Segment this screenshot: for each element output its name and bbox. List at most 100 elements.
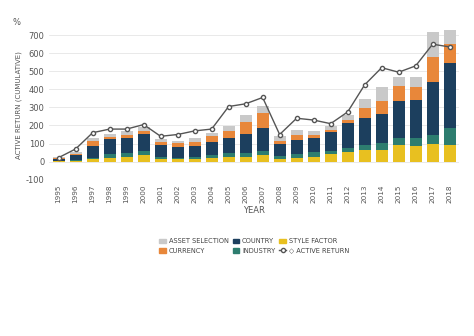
Bar [256, 128, 269, 151]
Bar [358, 108, 371, 118]
Bar [325, 132, 337, 151]
Bar [358, 118, 371, 145]
Bar [120, 131, 133, 135]
Bar [137, 134, 150, 151]
Bar [392, 77, 405, 86]
Bar [222, 131, 235, 138]
Bar [137, 155, 150, 162]
Bar [392, 100, 405, 138]
Bar [308, 157, 320, 162]
Bar [206, 155, 218, 158]
Bar [137, 131, 150, 134]
X-axis label: YEAR: YEAR [243, 206, 265, 215]
Bar [137, 151, 150, 155]
Bar [70, 154, 82, 155]
Bar [291, 158, 303, 162]
Bar [392, 145, 405, 162]
Bar [325, 154, 337, 162]
Bar [87, 141, 99, 146]
Bar [103, 139, 116, 154]
Bar [239, 134, 252, 153]
Bar [70, 152, 82, 154]
Bar [222, 157, 235, 162]
Bar [444, 17, 456, 44]
Bar [103, 134, 116, 137]
Bar [155, 157, 167, 159]
Bar [155, 144, 167, 157]
Bar [358, 145, 371, 150]
Bar [308, 135, 320, 138]
Bar [189, 157, 201, 159]
Bar [222, 153, 235, 157]
Bar [206, 141, 218, 155]
Bar [53, 161, 65, 162]
Bar [427, 32, 439, 57]
Bar [410, 146, 422, 162]
Bar [444, 44, 456, 63]
Bar [172, 147, 184, 158]
Bar [358, 99, 371, 108]
Bar [87, 159, 99, 162]
Bar [273, 141, 286, 144]
Bar [342, 120, 354, 123]
Bar [239, 115, 252, 122]
Bar [70, 160, 82, 161]
Bar [137, 127, 150, 131]
Bar [291, 130, 303, 135]
Bar [375, 87, 388, 100]
Bar [375, 150, 388, 162]
Bar [444, 145, 456, 162]
Bar [53, 158, 65, 159]
Bar [427, 135, 439, 144]
Bar [172, 159, 184, 162]
Bar [392, 138, 405, 145]
Bar [308, 138, 320, 152]
Bar [427, 82, 439, 135]
Bar [444, 63, 456, 128]
Bar [172, 158, 184, 159]
Bar [103, 154, 116, 158]
Bar [189, 138, 201, 141]
Bar [342, 123, 354, 149]
Bar [120, 135, 133, 138]
Bar [103, 137, 116, 139]
Bar [239, 153, 252, 157]
Legend: ASSET SELECTION, CURRENCY, COUNTRY, INDUSTRY, STYLE FACTOR, ◇ ACTIVE RETURN: ASSET SELECTION, CURRENCY, COUNTRY, INDU… [158, 237, 350, 255]
Bar [342, 152, 354, 162]
Bar [410, 87, 422, 100]
Bar [206, 136, 218, 141]
Bar [308, 152, 320, 157]
Bar [273, 144, 286, 156]
Bar [444, 128, 456, 145]
Bar [256, 151, 269, 155]
Bar [189, 141, 201, 145]
Bar [172, 143, 184, 147]
Bar [291, 135, 303, 140]
Bar [410, 77, 422, 87]
Bar [410, 100, 422, 138]
Bar [53, 159, 65, 161]
Bar [256, 106, 269, 113]
Bar [342, 149, 354, 152]
Bar [358, 150, 371, 162]
Bar [206, 133, 218, 136]
Text: %: % [12, 18, 20, 27]
Bar [325, 130, 337, 132]
Bar [155, 159, 167, 162]
Bar [325, 151, 337, 154]
Bar [103, 158, 116, 162]
Bar [239, 122, 252, 134]
Bar [120, 138, 133, 153]
Bar [120, 157, 133, 162]
Bar [172, 141, 184, 143]
Bar [239, 157, 252, 162]
Bar [273, 136, 286, 141]
Bar [87, 158, 99, 159]
Bar [342, 115, 354, 120]
Bar [155, 139, 167, 142]
Bar [291, 154, 303, 158]
Bar [375, 100, 388, 114]
Bar [325, 126, 337, 130]
Bar [256, 155, 269, 162]
Bar [375, 114, 388, 143]
